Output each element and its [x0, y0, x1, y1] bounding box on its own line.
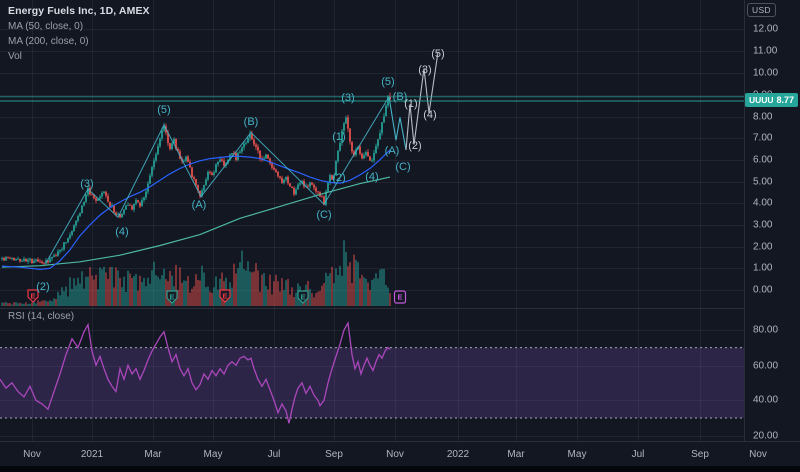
- symbol-title[interactable]: Energy Fuels Inc, 1D, AMEX: [8, 5, 150, 17]
- bottom-window-strip: [0, 466, 800, 472]
- time-tick-label: Mar: [144, 449, 162, 460]
- elliott-wave-label[interactable]: (C): [316, 209, 332, 221]
- elliott-wave-label[interactable]: (A): [191, 199, 207, 211]
- elliott-wave-label[interactable]: (5): [157, 104, 171, 116]
- last-price-ticker: UUUU: [749, 95, 774, 105]
- elliott-wave-label[interactable]: (2): [332, 172, 346, 184]
- time-tick-label: Mar: [507, 449, 525, 460]
- price-tick-label: 40.00: [753, 394, 779, 406]
- price-tick-label: 3.00: [753, 219, 773, 231]
- price-tick-label: 20.00: [753, 430, 779, 442]
- svg-text:E: E: [300, 293, 305, 302]
- last-price-value: 8.77: [776, 95, 794, 105]
- time-tick-label: Jul: [267, 449, 281, 460]
- elliott-wave-label[interactable]: (5): [431, 48, 445, 60]
- elliott-wave-label[interactable]: (B): [243, 116, 259, 128]
- earnings-shield-badge[interactable]: E: [166, 290, 178, 304]
- earnings-shield-badge[interactable]: E: [219, 289, 231, 303]
- elliott-wave-label[interactable]: (2): [36, 281, 50, 293]
- time-tick-label: 2022: [446, 449, 470, 460]
- time-tick-label: 2021: [80, 449, 104, 460]
- elliott-wave-label[interactable]: (5): [381, 76, 395, 88]
- elliott-wave-label[interactable]: (C): [395, 161, 411, 173]
- projection-abc: [388, 96, 407, 150]
- price-tick-label: 60.00: [753, 360, 779, 372]
- price-tick-label: 5.00: [753, 176, 773, 188]
- elliott-wave-label[interactable]: (B): [392, 91, 408, 103]
- time-axis[interactable]: Nov 2021 Mar May Jul Sep Nov 2022 Mar May Jul Sep No…: [0, 441, 800, 467]
- candlestick-series: [1, 92, 391, 266]
- svg-text:E: E: [169, 293, 174, 302]
- time-tick-label: Jul: [631, 449, 645, 460]
- indicator-vol-label[interactable]: Vol: [8, 51, 22, 62]
- ma50-line: [1, 149, 391, 271]
- earnings-shield-badge[interactable]: E: [27, 289, 39, 303]
- time-tick-label: Sep: [691, 449, 709, 460]
- time-tick-label: May: [203, 449, 223, 460]
- price-tick-label: 0.00: [753, 284, 773, 296]
- time-tick-label: Sep: [325, 449, 343, 460]
- indicator-ma50-label[interactable]: MA (50, close, 0): [8, 21, 84, 32]
- elliott-wave-label[interactable]: (4): [115, 226, 129, 238]
- projection-impulse: [405, 52, 439, 150]
- earnings-square-badge[interactable]: E: [393, 290, 407, 304]
- price-tick-label: 4.00: [753, 197, 773, 209]
- earnings-shield-badge[interactable]: E: [297, 290, 309, 304]
- main-legend: Energy Fuels Inc, 1D, AMEX MA (50, close…: [8, 5, 150, 63]
- price-level-lines: [0, 96, 744, 102]
- price-tick-label: 8.00: [753, 111, 773, 123]
- rsi-line: [0, 320, 391, 424]
- elliott-wave-label[interactable]: (A): [384, 145, 400, 157]
- price-tick-label: 1.00: [753, 262, 773, 274]
- price-tick-label: 6.00: [753, 154, 773, 166]
- svg-text:E: E: [30, 292, 35, 301]
- price-axis[interactable]: USD 12.0011.0010.009.008.007.006.005.004…: [745, 0, 800, 466]
- elliott-wave-label[interactable]: (4): [423, 109, 437, 121]
- elliott-wave-label[interactable]: (1): [332, 131, 346, 143]
- indicator-rsi-label[interactable]: RSI (14, close): [8, 311, 75, 322]
- elliott-wave-label[interactable]: (3): [418, 64, 432, 76]
- elliott-wave-label[interactable]: (2): [408, 140, 422, 152]
- time-tick-label: Nov: [386, 449, 404, 460]
- elliott-wave-label[interactable]: (1): [404, 98, 418, 110]
- svg-text:E: E: [397, 293, 402, 302]
- rsi-band: [0, 347, 744, 419]
- price-tick-label: 7.00: [753, 132, 773, 144]
- currency-badge[interactable]: USD: [747, 3, 776, 17]
- elliott-wave-label[interactable]: (3): [80, 178, 94, 190]
- price-tick-label: 12.00: [753, 23, 779, 35]
- time-tick-label: May: [567, 449, 587, 460]
- time-tick-label: Nov: [23, 449, 41, 460]
- elliott-wave-label[interactable]: (3): [341, 92, 355, 104]
- svg-text:E: E: [222, 292, 227, 301]
- price-tick-label: 11.00: [753, 45, 778, 57]
- price-tick-label: 80.00: [753, 324, 779, 336]
- price-tick-label: 2.00: [753, 241, 773, 253]
- indicator-ma200-label[interactable]: MA (200, close, 0): [8, 36, 89, 47]
- time-tick-label: Nov: [749, 449, 767, 460]
- price-tick-label: 10.00: [753, 67, 779, 79]
- elliott-zigzag: [45, 96, 390, 264]
- last-price-badge: UUUU 8.77: [745, 93, 798, 107]
- ma200-line: [1, 176, 391, 268]
- elliott-wave-label[interactable]: (4): [365, 171, 379, 183]
